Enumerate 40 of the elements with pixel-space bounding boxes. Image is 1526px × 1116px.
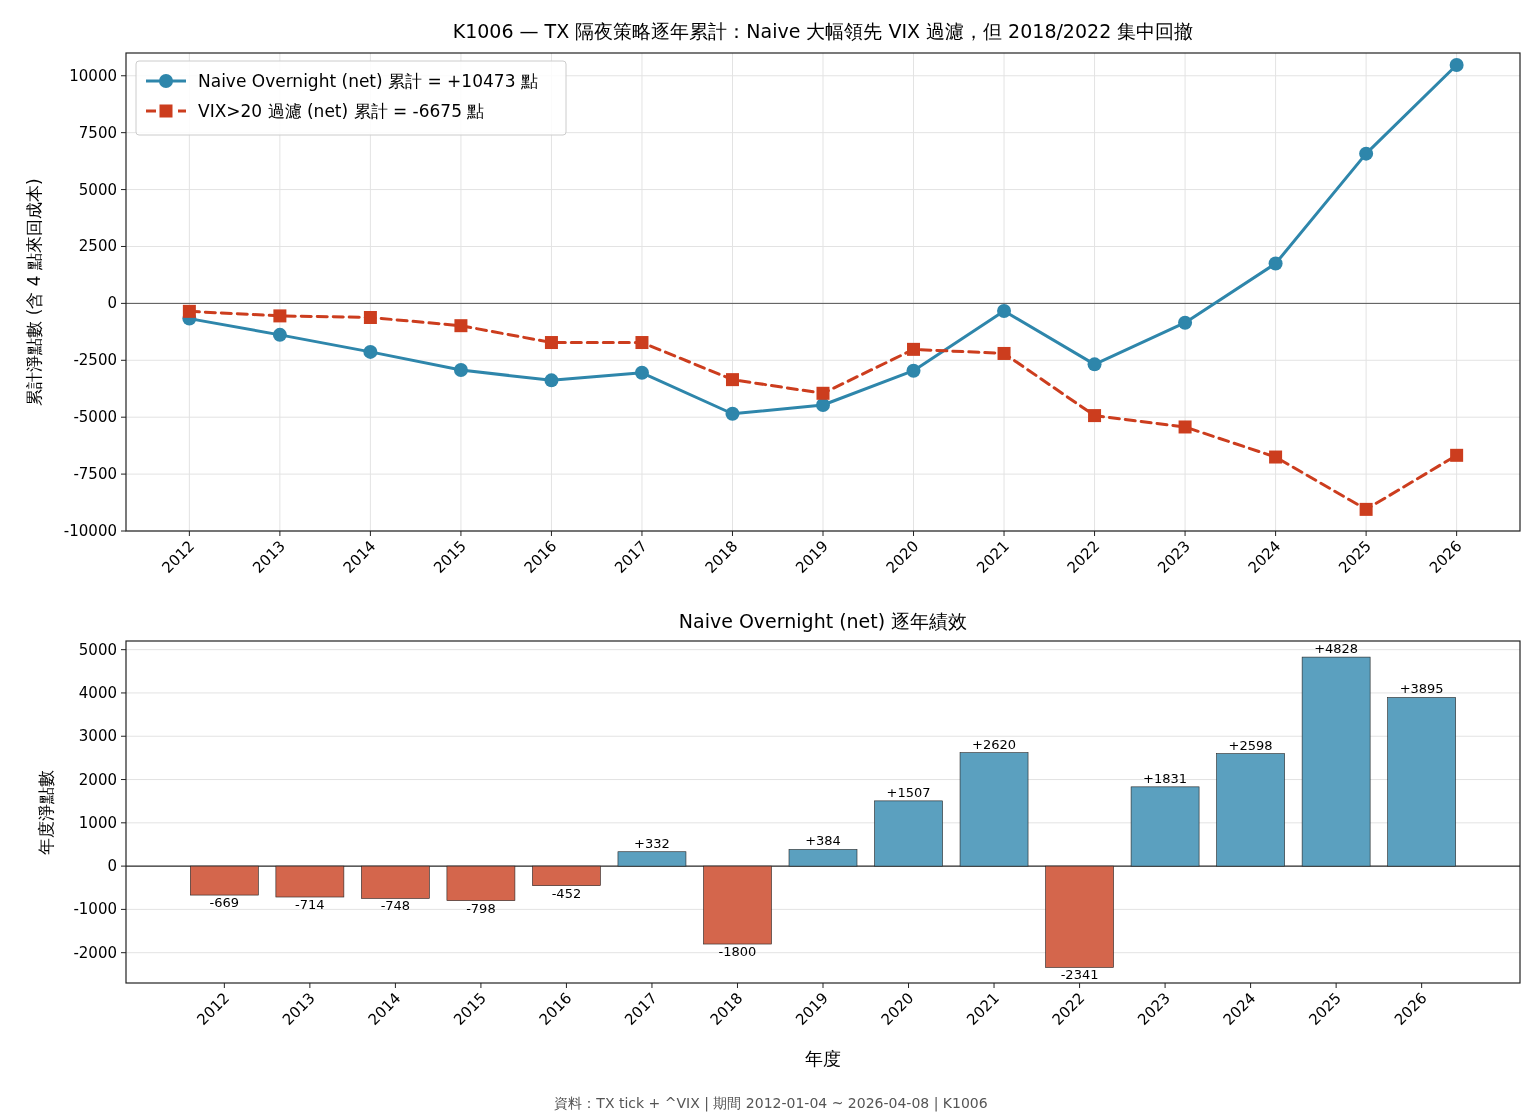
data-label: +4828 <box>1314 641 1359 657</box>
y-tick-label: 5000 <box>78 640 117 659</box>
data-label: +2598 <box>1228 737 1273 753</box>
chart-title: K1006 — TX 隔夜策略逐年累計：Naive 大幅領先 VIX 過濾，但 2018/2022 集中回撤 <box>452 20 1194 42</box>
data-label: -2341 <box>1060 967 1099 983</box>
y-tick-label: -1000 <box>73 900 117 919</box>
data-label: +1507 <box>886 784 931 800</box>
y-tick-label: -2000 <box>73 943 117 962</box>
data-label: -748 <box>380 898 411 914</box>
y-axis-title: 年度淨點數 <box>36 769 56 855</box>
y-tick-label: -5000 <box>73 408 117 427</box>
data-label: +2620 <box>972 736 1017 752</box>
legend-label: VIX>20 過濾 (net) 累計 = -6675 點 <box>198 101 485 121</box>
data-label: +1831 <box>1143 770 1188 786</box>
y-axis-title: 累計淨點數 (含 4 點來回成本) <box>24 178 44 406</box>
y-tick-label: 5000 <box>78 180 117 199</box>
y-tick-label: -10000 <box>63 522 117 540</box>
data-label: +332 <box>634 835 670 851</box>
y-tick-label: -2500 <box>73 351 117 370</box>
legend-label: Naive Overnight (net) 累計 = +10473 點 <box>198 71 538 91</box>
data-label: -714 <box>295 897 325 913</box>
x-axis-title: 年度 <box>805 1048 841 1069</box>
data-label: -798 <box>466 900 496 916</box>
y-tick-label: 10000 <box>69 66 117 85</box>
y-tick-label: 2500 <box>78 237 117 256</box>
y-tick-label: 0 <box>107 857 117 876</box>
data-label: +3895 <box>1399 681 1444 697</box>
text: 資料：TX tick + ^VIX | 期間 2012-01-04 ~ 2026-04-08 | K1006 <box>554 1095 988 1112</box>
y-tick-label: 0 <box>107 294 117 313</box>
y-tick-label: -7500 <box>73 465 117 484</box>
y-tick-label: 4000 <box>78 683 117 702</box>
data-label: +384 <box>805 833 841 849</box>
y-tick-label: 3000 <box>78 727 117 746</box>
chart-title: Naive Overnight (net) 逐年績效 <box>678 610 968 632</box>
y-tick-label: 1000 <box>78 813 117 832</box>
y-tick-label: 7500 <box>78 123 117 142</box>
data-label: -1800 <box>718 944 757 960</box>
data-label: -669 <box>209 895 240 911</box>
data-label: -452 <box>551 885 582 901</box>
y-tick-label: 2000 <box>78 770 117 789</box>
